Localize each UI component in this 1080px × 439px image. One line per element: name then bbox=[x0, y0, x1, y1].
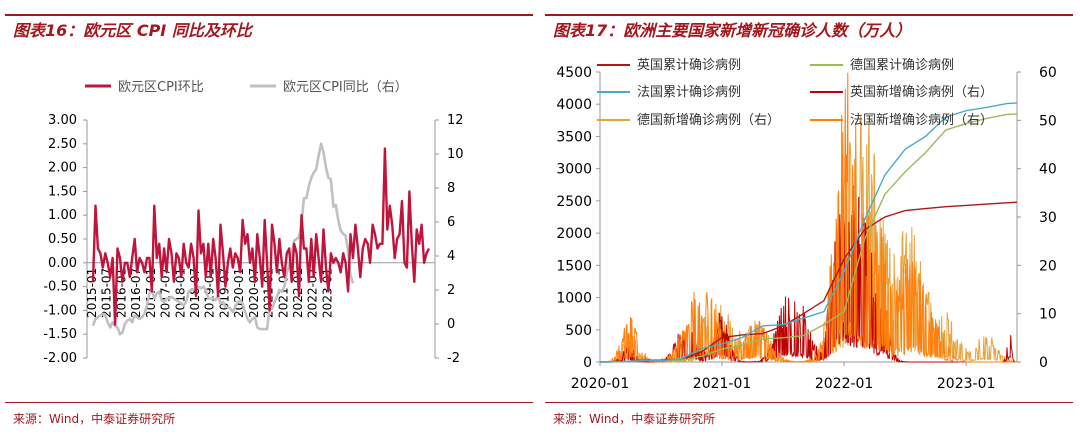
legend-label: 英国累计确诊病例 bbox=[637, 58, 741, 73]
covid-chart-svg: 0 500 1000 1500 2000 2500 3000 3500 4000 4500 0 10 2… bbox=[556, 58, 1057, 392]
y-left-tick-label: -0.50 bbox=[43, 280, 77, 295]
series-line-daily bbox=[600, 185, 1019, 363]
y-right-tick-label: 50 bbox=[1039, 113, 1057, 129]
y-left-tick-label: 4000 bbox=[556, 97, 592, 113]
x-tick-label: 2021-01 bbox=[693, 376, 752, 392]
x-tick-label: 2016-01 bbox=[114, 268, 128, 318]
series-line-daily bbox=[600, 72, 1019, 364]
legend-label: 欧元区CPI同比（右） bbox=[283, 80, 408, 95]
x-tick-label: 2023-01 bbox=[937, 376, 996, 392]
x-tick-label: 2016-07 bbox=[129, 268, 143, 318]
x-tick-label: 2023-01 bbox=[320, 268, 334, 318]
y-left-tick-label: 1.50 bbox=[48, 184, 77, 199]
x-tick-label: 2020-01 bbox=[571, 376, 630, 392]
y-left-tick-label: 0 bbox=[583, 355, 592, 371]
y-left-tick-label: -1.00 bbox=[43, 303, 77, 318]
x-tick-label: 2019-01 bbox=[203, 268, 217, 318]
legend-label: 德国累计确诊病例 bbox=[850, 58, 954, 73]
x-tick-label: 2015-07 bbox=[100, 268, 114, 318]
source-note: 来源：Wind，中泰证券研究所 bbox=[553, 412, 716, 426]
series-line-cumulative bbox=[599, 113, 1018, 363]
series-line-mom bbox=[91, 147, 431, 326]
y-left-tick-label: 2.50 bbox=[48, 137, 77, 152]
series-line-cumulative bbox=[599, 102, 1018, 363]
y-left-tick-label: 2.00 bbox=[48, 161, 77, 176]
x-tick-label: 2020-07 bbox=[247, 268, 261, 318]
y-right-tick-label: -2 bbox=[447, 351, 460, 366]
y-right-tick-label: 0 bbox=[447, 317, 455, 332]
legend-label: 法国累计确诊病例 bbox=[637, 85, 741, 100]
y-right-tick-label: 60 bbox=[1039, 65, 1057, 81]
x-tick-label: 2015-01 bbox=[85, 268, 99, 318]
y-right-tick-label: 20 bbox=[1039, 258, 1057, 274]
y-left-tick-label: -2.00 bbox=[43, 351, 77, 366]
legend-label: 欧元区CPI环比 bbox=[118, 80, 204, 95]
y-right-tick-label: 40 bbox=[1039, 162, 1057, 178]
chart-panel-cpi: 图表16：欧元区 CPI 同比及环比 -2.00 -1.50 -1.00 -0.50 0… bbox=[5, 0, 535, 439]
y-left-tick-label: 0.00 bbox=[48, 256, 77, 271]
y-left-tick-label: 1.00 bbox=[48, 208, 77, 223]
x-tick-label: 2019-07 bbox=[217, 268, 231, 318]
y-right-tick-label: 8 bbox=[447, 181, 455, 196]
cpi-chart-svg: -2.00 -1.50 -1.00 -0.50 0.00 0.50 1.00 1.50 2.00… bbox=[43, 80, 464, 366]
y-left-tick-label: 1000 bbox=[556, 291, 592, 307]
title-rule bbox=[5, 14, 533, 16]
y-left-tick-label: 1500 bbox=[556, 258, 592, 274]
chart-title: 图表17：欧洲主要国家新增新冠确诊人数（万人） bbox=[553, 21, 912, 40]
y-left-tick-label: 4500 bbox=[556, 65, 592, 81]
y-left-tick-label: 500 bbox=[565, 323, 592, 339]
y-right-tick-label: 2 bbox=[447, 283, 455, 298]
y-right-tick-label: 6 bbox=[447, 215, 455, 230]
chart-title: 图表16：欧元区 CPI 同比及环比 bbox=[13, 21, 252, 40]
y-right-tick-label: 10 bbox=[447, 147, 464, 162]
y-left-tick-label: 2500 bbox=[556, 194, 592, 210]
bottom-rule bbox=[545, 402, 1073, 403]
source-note: 来源：Wind，中泰证券研究所 bbox=[13, 412, 176, 426]
y-left-tick-label: 2000 bbox=[556, 226, 592, 242]
y-left-tick-label: 3500 bbox=[556, 129, 592, 145]
bottom-rule bbox=[5, 402, 533, 403]
legend-label: 法国新增确诊病例（右） bbox=[850, 112, 993, 128]
legend-label: 德国新增确诊病例（右） bbox=[637, 112, 780, 128]
series-line-daily bbox=[600, 114, 1019, 364]
y-right-tick-label: 30 bbox=[1039, 210, 1057, 226]
y-left-tick-label: 3.00 bbox=[48, 113, 77, 128]
y-right-tick-label: 12 bbox=[447, 113, 464, 128]
y-right-tick-label: 4 bbox=[447, 249, 455, 264]
y-left-tick-label: 0.50 bbox=[48, 232, 77, 247]
title-rule bbox=[545, 14, 1073, 16]
legend-label: 英国新增确诊病例（右） bbox=[850, 84, 993, 100]
y-right-tick-label: 10 bbox=[1039, 307, 1057, 323]
series-line-yoy bbox=[91, 142, 355, 336]
chart-panel-covid: 图表17：欧洲主要国家新增新冠确诊人数（万人） 0 500 1000 1500 2000… bbox=[545, 0, 1075, 439]
x-tick-label: 2021-07 bbox=[276, 268, 290, 318]
y-left-tick-label: -1.50 bbox=[43, 327, 77, 342]
x-tick-label: 2022-01 bbox=[815, 376, 874, 392]
x-tick-label: 2017-07 bbox=[159, 268, 173, 318]
y-left-tick-label: 3000 bbox=[556, 162, 592, 178]
y-right-tick-label: 0 bbox=[1039, 355, 1048, 371]
